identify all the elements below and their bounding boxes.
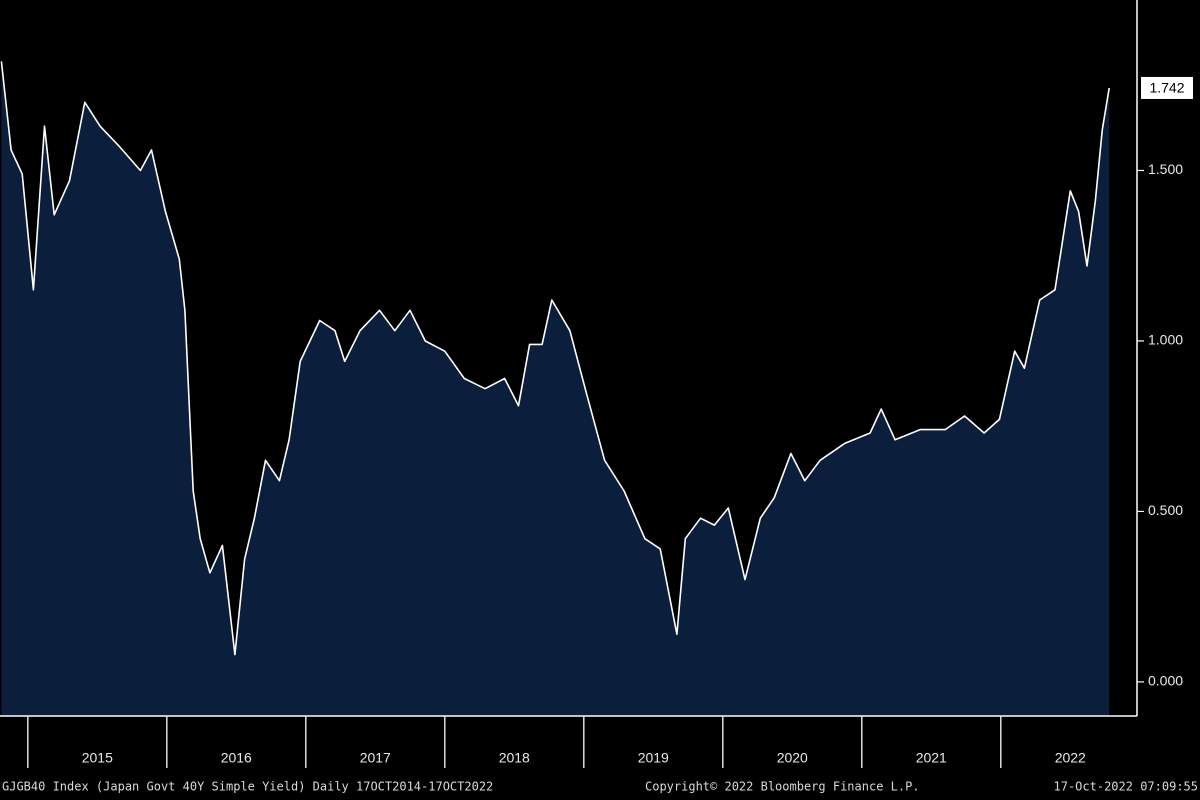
x-tick-label: 2017 <box>360 750 391 766</box>
line <box>0 61 1110 656</box>
x-tick-label: 2018 <box>499 750 530 766</box>
x-tick-label: 2020 <box>777 750 808 766</box>
y-tick-label: 0.500 <box>1148 502 1183 518</box>
x-tick-label: 2015 <box>82 750 113 766</box>
x-tick-label: 2019 <box>638 750 669 766</box>
y-tick-label: 1.000 <box>1148 332 1183 348</box>
x-tick-label: 2016 <box>221 750 252 766</box>
y-tick-label: 0.000 <box>1148 673 1183 689</box>
y-tick-label: 1.500 <box>1148 161 1183 177</box>
x-tick-label: 2021 <box>916 750 947 766</box>
area <box>1 61 1110 716</box>
source: GJGB40 Index (Japan Govt 40Y Simple Yiel… <box>2 780 493 794</box>
x-tick-label: 2022 <box>1055 750 1086 766</box>
last-value-box <box>1141 76 1193 99</box>
timestamp: 17-Oct-2022 07:09:55 <box>1054 780 1199 794</box>
last-value-label: 1.742 <box>1149 80 1184 96</box>
copyright: Copyright© 2022 Bloomberg Finance L.P. <box>645 780 920 794</box>
